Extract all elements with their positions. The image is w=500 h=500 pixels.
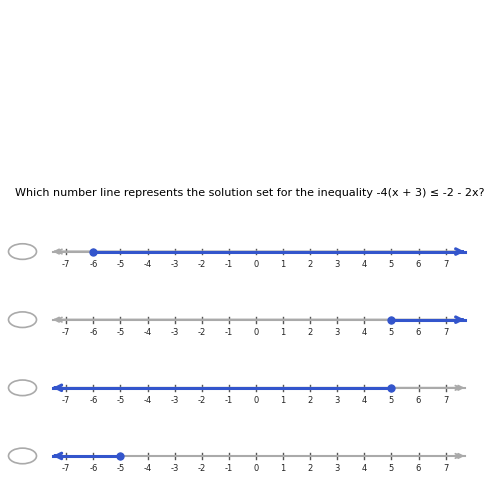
- Text: -1: -1: [224, 260, 233, 269]
- Text: 4: 4: [362, 464, 367, 473]
- Text: -2: -2: [198, 464, 206, 473]
- Text: -3: -3: [170, 464, 179, 473]
- Text: 5: 5: [389, 328, 394, 337]
- Text: 7: 7: [443, 328, 448, 337]
- Text: -4: -4: [144, 396, 152, 406]
- Text: -1: -1: [224, 328, 233, 337]
- Text: 1: 1: [280, 260, 285, 269]
- Text: 6: 6: [416, 396, 421, 406]
- Text: 1: 1: [280, 464, 285, 473]
- Text: 2: 2: [308, 328, 313, 337]
- Text: 3: 3: [334, 328, 340, 337]
- Text: 3: 3: [334, 464, 340, 473]
- Text: 5: 5: [389, 260, 394, 269]
- Text: -6: -6: [89, 396, 98, 406]
- Text: -5: -5: [116, 328, 124, 337]
- Text: -7: -7: [62, 464, 70, 473]
- Text: -5: -5: [116, 464, 124, 473]
- Text: -6: -6: [89, 464, 98, 473]
- Text: 2: 2: [308, 396, 313, 406]
- Text: 3370-Algebra 1A-S1- CR: 3370-Algebra 1A-S1- CR: [10, 154, 136, 164]
- Text: -3: -3: [170, 328, 179, 337]
- Text: 7: 7: [443, 396, 448, 406]
- Text: -1: -1: [224, 464, 233, 473]
- Text: 6: 6: [416, 260, 421, 269]
- Text: 1: 1: [280, 328, 285, 337]
- Text: -5: -5: [116, 260, 124, 269]
- Text: 6: 6: [416, 328, 421, 337]
- Text: 2: 2: [308, 260, 313, 269]
- Text: 7: 7: [443, 464, 448, 473]
- Text: -3: -3: [170, 260, 179, 269]
- Text: -7: -7: [62, 328, 70, 337]
- Text: -1: -1: [224, 396, 233, 406]
- Text: -7: -7: [62, 260, 70, 269]
- Text: 0: 0: [254, 260, 258, 269]
- Text: -6: -6: [89, 260, 98, 269]
- Text: -5: -5: [116, 396, 124, 406]
- Text: 7: 7: [443, 260, 448, 269]
- Text: -7: -7: [62, 396, 70, 406]
- Text: 0: 0: [254, 396, 258, 406]
- Text: 3: 3: [334, 396, 340, 406]
- Text: Which number line represents the solution set for the inequality -4(x + 3) ≤ -2 : Which number line represents the solutio…: [15, 188, 484, 198]
- Text: -4: -4: [144, 260, 152, 269]
- Text: 4: 4: [362, 396, 367, 406]
- Text: -2: -2: [198, 396, 206, 406]
- Text: 3: 3: [334, 260, 340, 269]
- Text: 0: 0: [254, 328, 258, 337]
- Text: 0: 0: [254, 464, 258, 473]
- Text: 4: 4: [362, 260, 367, 269]
- Text: -2: -2: [198, 260, 206, 269]
- Text: -4: -4: [144, 464, 152, 473]
- Text: -3: -3: [170, 396, 179, 406]
- Text: -2: -2: [198, 328, 206, 337]
- Text: -4: -4: [144, 328, 152, 337]
- Text: 2: 2: [308, 464, 313, 473]
- Text: 5: 5: [389, 464, 394, 473]
- Text: -6: -6: [89, 328, 98, 337]
- Text: 1: 1: [280, 396, 285, 406]
- Text: 4: 4: [362, 328, 367, 337]
- Text: 6: 6: [416, 464, 421, 473]
- Text: 5: 5: [389, 396, 394, 406]
